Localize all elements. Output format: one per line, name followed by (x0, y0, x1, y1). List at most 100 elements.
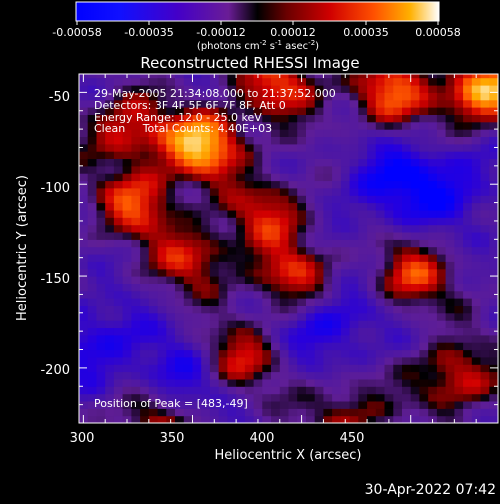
heatmap-cell (288, 408, 298, 417)
heatmap-cell (402, 180, 412, 189)
heatmap-cell (131, 349, 141, 358)
heatmap-cell (236, 342, 246, 351)
heatmap-cell (236, 401, 246, 409)
heatmap-cell (463, 283, 473, 292)
heatmap-cell (314, 268, 324, 277)
heatmap-cell (96, 371, 106, 380)
annotation-line: Detectors: 3F 4F 5F 6F 7F 8F, Att 0 (94, 99, 286, 112)
heatmap-cell (166, 129, 176, 137)
heatmap-cell (489, 121, 498, 130)
heatmap-cell (288, 320, 298, 328)
heatmap-cell (384, 393, 394, 402)
heatmap-cell (201, 298, 211, 306)
heatmap-cell (454, 74, 464, 79)
heatmap-cell (419, 129, 429, 137)
heatmap-cell (279, 195, 290, 204)
heatmap-cell (192, 334, 202, 343)
heatmap-cell (323, 158, 333, 167)
heatmap-cell (454, 217, 464, 226)
heatmap-cell (140, 85, 150, 93)
heatmap-cell (367, 246, 377, 255)
heatmap-cell (463, 151, 473, 159)
heatmap-cell (79, 305, 89, 314)
heatmap-cell (358, 107, 368, 115)
heatmap-cell (140, 386, 150, 395)
heatmap-cell (419, 342, 429, 351)
heatmap-cell (148, 349, 159, 358)
heatmap-cell (236, 158, 246, 167)
heatmap-cell (480, 92, 490, 101)
heatmap-cell (314, 290, 324, 299)
heatmap-cell (201, 305, 211, 314)
heatmap-cell (279, 143, 290, 152)
heatmap-cell (393, 187, 403, 196)
heatmap-cell (288, 261, 298, 270)
heatmap-cell (419, 209, 429, 218)
heatmap-cell (105, 209, 115, 218)
heatmap-cell (288, 334, 298, 343)
heatmap-cell (340, 290, 351, 299)
heatmap-cell (113, 246, 124, 255)
heatmap-cell (122, 290, 132, 299)
heatmap-cell (314, 74, 324, 79)
heatmap-cell (445, 290, 455, 299)
heatmap-cell (113, 320, 124, 328)
heatmap-cell (349, 187, 359, 196)
heatmap-cell (358, 334, 368, 343)
heatmap-cell (358, 327, 368, 336)
heatmap-cell (393, 121, 403, 130)
heatmap-cell (192, 349, 202, 358)
heatmap-cell (122, 99, 132, 108)
heatmap-cell (271, 173, 281, 182)
heatmap-cell (393, 401, 403, 409)
heatmap-cell (209, 276, 220, 284)
heatmap-cell (489, 202, 498, 211)
heatmap-cell (454, 151, 464, 159)
heatmap-cell (227, 158, 237, 167)
heatmap-cell (323, 195, 333, 204)
heatmap-cell (244, 129, 255, 137)
heatmap-cell (244, 246, 255, 255)
heatmap-cell (175, 217, 185, 226)
heatmap-cell (367, 180, 377, 189)
heatmap-cell (87, 246, 97, 255)
heatmap-cell (306, 320, 316, 328)
heatmap-cell (419, 276, 429, 284)
heatmap-cell (227, 401, 237, 409)
heatmap-cell (253, 378, 263, 387)
heatmap-cell (113, 158, 124, 167)
heatmap-cell (218, 327, 228, 336)
heatmap-cell (122, 114, 132, 123)
heatmap-cell (105, 327, 115, 336)
heatmap-cell (393, 217, 403, 226)
heatmap-cell (87, 195, 97, 204)
heatmap-cell (96, 305, 106, 314)
heatmap-cell (262, 143, 272, 152)
heatmap-cell (349, 334, 359, 343)
heatmap-cell (323, 209, 333, 218)
heatmap-cell (402, 349, 412, 358)
heatmap-cell (384, 276, 394, 284)
heatmap-cell (79, 268, 89, 277)
heatmap-cell (244, 386, 255, 395)
heatmap-cell (358, 408, 368, 417)
heatmap-cell (209, 136, 220, 145)
heatmap-cell (218, 77, 228, 86)
heatmap-cell (393, 415, 403, 423)
heatmap-cell (209, 246, 220, 255)
heatmap-cell (384, 283, 394, 292)
heatmap-cell (480, 393, 490, 402)
heatmap-cell (113, 99, 124, 108)
heatmap-cell (113, 364, 124, 373)
heatmap-cell (218, 246, 228, 255)
heatmap-cell (79, 224, 89, 233)
heatmap-cell (262, 85, 272, 93)
heatmap-cell (183, 246, 194, 255)
heatmap-cell (367, 224, 377, 233)
heatmap-cell (402, 334, 412, 343)
heatmap-cell (279, 386, 290, 395)
heatmap-cell (288, 85, 298, 93)
heatmap-cell (480, 415, 490, 423)
heatmap-cell (244, 239, 255, 248)
heatmap-cell (393, 232, 403, 240)
